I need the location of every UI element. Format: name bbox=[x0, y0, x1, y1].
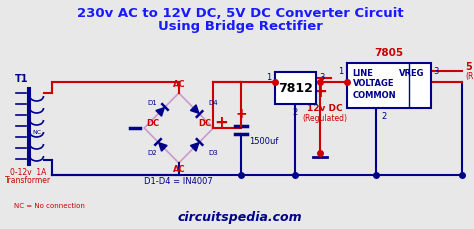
Text: 7812: 7812 bbox=[278, 82, 313, 95]
Polygon shape bbox=[156, 108, 164, 116]
Text: (R: (R bbox=[465, 73, 474, 82]
Polygon shape bbox=[191, 105, 199, 113]
Text: +: + bbox=[313, 83, 327, 101]
Text: 5: 5 bbox=[465, 62, 472, 72]
Text: 3: 3 bbox=[319, 74, 324, 82]
Text: 12v DC: 12v DC bbox=[307, 104, 343, 113]
Text: DC: DC bbox=[146, 119, 159, 128]
Text: circuitspedia.com: circuitspedia.com bbox=[178, 212, 302, 224]
Text: Transformer: Transformer bbox=[5, 176, 51, 185]
Text: 0-12v  1A: 0-12v 1A bbox=[9, 168, 46, 177]
Text: +: + bbox=[214, 114, 228, 132]
Text: D2: D2 bbox=[147, 150, 157, 156]
Polygon shape bbox=[159, 143, 167, 151]
Bar bbox=[274, 72, 316, 104]
Text: (Regulated): (Regulated) bbox=[302, 114, 347, 123]
Text: 2: 2 bbox=[292, 108, 298, 117]
Text: D1: D1 bbox=[147, 100, 157, 106]
Text: 7805: 7805 bbox=[374, 48, 403, 58]
Text: VREG: VREG bbox=[399, 68, 425, 77]
Text: Using Bridge Rectifier: Using Bridge Rectifier bbox=[157, 20, 322, 33]
Text: D1-D4 = IN4007: D1-D4 = IN4007 bbox=[145, 177, 213, 186]
Text: D4: D4 bbox=[209, 100, 218, 106]
Text: NC = No connection: NC = No connection bbox=[14, 203, 85, 209]
Text: 230v AC to 12V DC, 5V DC Converter Circuit: 230v AC to 12V DC, 5V DC Converter Circu… bbox=[77, 7, 403, 20]
Text: 1500uf: 1500uf bbox=[249, 136, 278, 145]
Text: DC: DC bbox=[198, 119, 211, 128]
Text: VOLTAGE: VOLTAGE bbox=[353, 79, 394, 87]
Text: 3: 3 bbox=[434, 66, 439, 76]
Text: 1: 1 bbox=[338, 66, 344, 76]
Text: AC: AC bbox=[173, 165, 185, 174]
Text: COMMON: COMMON bbox=[353, 92, 396, 101]
Text: 2: 2 bbox=[381, 112, 386, 121]
Bar bbox=[346, 63, 430, 108]
Text: D3: D3 bbox=[209, 150, 218, 156]
Text: LINE: LINE bbox=[353, 68, 374, 77]
Text: 1: 1 bbox=[266, 74, 272, 82]
Text: +: + bbox=[235, 107, 247, 122]
Text: NC: NC bbox=[32, 130, 41, 134]
Text: T1: T1 bbox=[15, 74, 28, 84]
Polygon shape bbox=[191, 143, 199, 151]
Text: AC: AC bbox=[173, 80, 185, 89]
